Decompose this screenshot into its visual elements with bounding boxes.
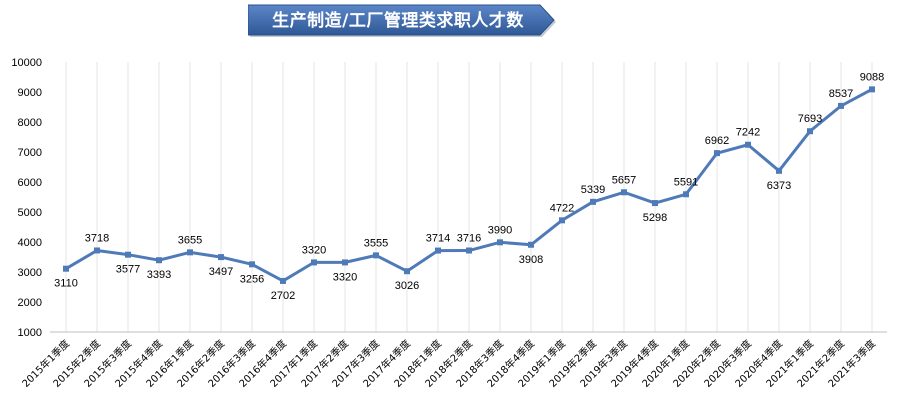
data-point [869, 86, 875, 93]
data-label: 8537 [829, 88, 853, 100]
data-point [590, 198, 596, 205]
data-label: 5657 [612, 174, 636, 186]
data-label: 3718 [85, 232, 109, 244]
data-label: 5591 [674, 176, 698, 188]
y-tick-label: 3000 [18, 267, 42, 279]
data-point [497, 239, 503, 246]
data-label: 3026 [395, 280, 419, 292]
data-label: 3320 [302, 244, 326, 256]
data-point [156, 257, 162, 264]
data-point [807, 128, 813, 135]
y-tick-label: 8000 [18, 117, 42, 129]
data-label: 3110 [54, 278, 78, 290]
y-tick-label: 5000 [18, 207, 42, 219]
y-tick-label: 2000 [18, 297, 42, 309]
data-label: 3393 [147, 269, 171, 281]
data-label: 9088 [860, 71, 884, 83]
data-point [714, 150, 720, 157]
y-tick-label: 9000 [18, 87, 42, 99]
data-point [249, 261, 255, 268]
data-label: 7693 [798, 113, 822, 125]
data-point [125, 251, 131, 258]
title-banner-shape [248, 4, 556, 37]
data-point [311, 259, 317, 266]
data-point [342, 259, 348, 266]
data-point [652, 200, 658, 207]
y-tick-label: 10000 [11, 57, 42, 69]
data-point [776, 167, 782, 174]
data-point [466, 247, 472, 254]
data-label: 3714 [426, 233, 450, 245]
data-label: 5298 [643, 212, 667, 224]
y-tick-label: 4000 [18, 237, 42, 249]
data-label: 6373 [767, 180, 791, 192]
data-point [528, 241, 534, 248]
data-point [187, 249, 193, 256]
y-axis: 1000 2000 3000 4000 5000 6000 7000 8000 9000 1000… [11, 57, 42, 339]
data-point [838, 102, 844, 109]
data-point [280, 277, 286, 284]
data-label: 3256 [240, 273, 264, 285]
data-label: 5339 [581, 184, 605, 196]
data-point [745, 141, 751, 148]
series-line [63, 86, 875, 284]
data-label: 6962 [705, 135, 729, 147]
data-label: 7242 [736, 127, 760, 139]
y-tick-label: 7000 [18, 147, 42, 159]
chart-title: 生产制造/工厂管理类求职人才数 [272, 11, 524, 31]
grid-lines [65, 62, 873, 332]
chart-title-banner: 生产制造/工厂管理类求职人才数 [248, 4, 560, 40]
data-label: 3320 [333, 271, 357, 283]
data-point [63, 265, 69, 272]
data-label: 2702 [271, 290, 295, 302]
data-point [621, 189, 627, 196]
data-label: 3577 [116, 264, 140, 276]
y-tick-label: 6000 [18, 177, 42, 189]
data-point [559, 217, 565, 224]
data-label: 3716 [457, 233, 481, 245]
data-label: 3908 [519, 254, 543, 266]
data-point [404, 268, 410, 275]
data-point [94, 247, 100, 254]
data-label: 3990 [488, 224, 512, 236]
data-point [683, 191, 689, 198]
y-tick-label: 1000 [18, 327, 42, 339]
x-axis: 2015年1季度2015年2季度2015年3季度2015年4季度2016年1季度… [19, 331, 887, 390]
data-labels: 3110 3718 3577 3393 3655 3497 3256 2702 3320 3320… [54, 71, 884, 302]
data-point [218, 254, 224, 261]
data-point [373, 252, 379, 259]
data-point [435, 247, 441, 254]
data-label: 3497 [209, 266, 233, 278]
data-label: 3655 [178, 234, 202, 246]
data-label: 3555 [364, 237, 388, 249]
data-label: 4722 [550, 202, 574, 214]
